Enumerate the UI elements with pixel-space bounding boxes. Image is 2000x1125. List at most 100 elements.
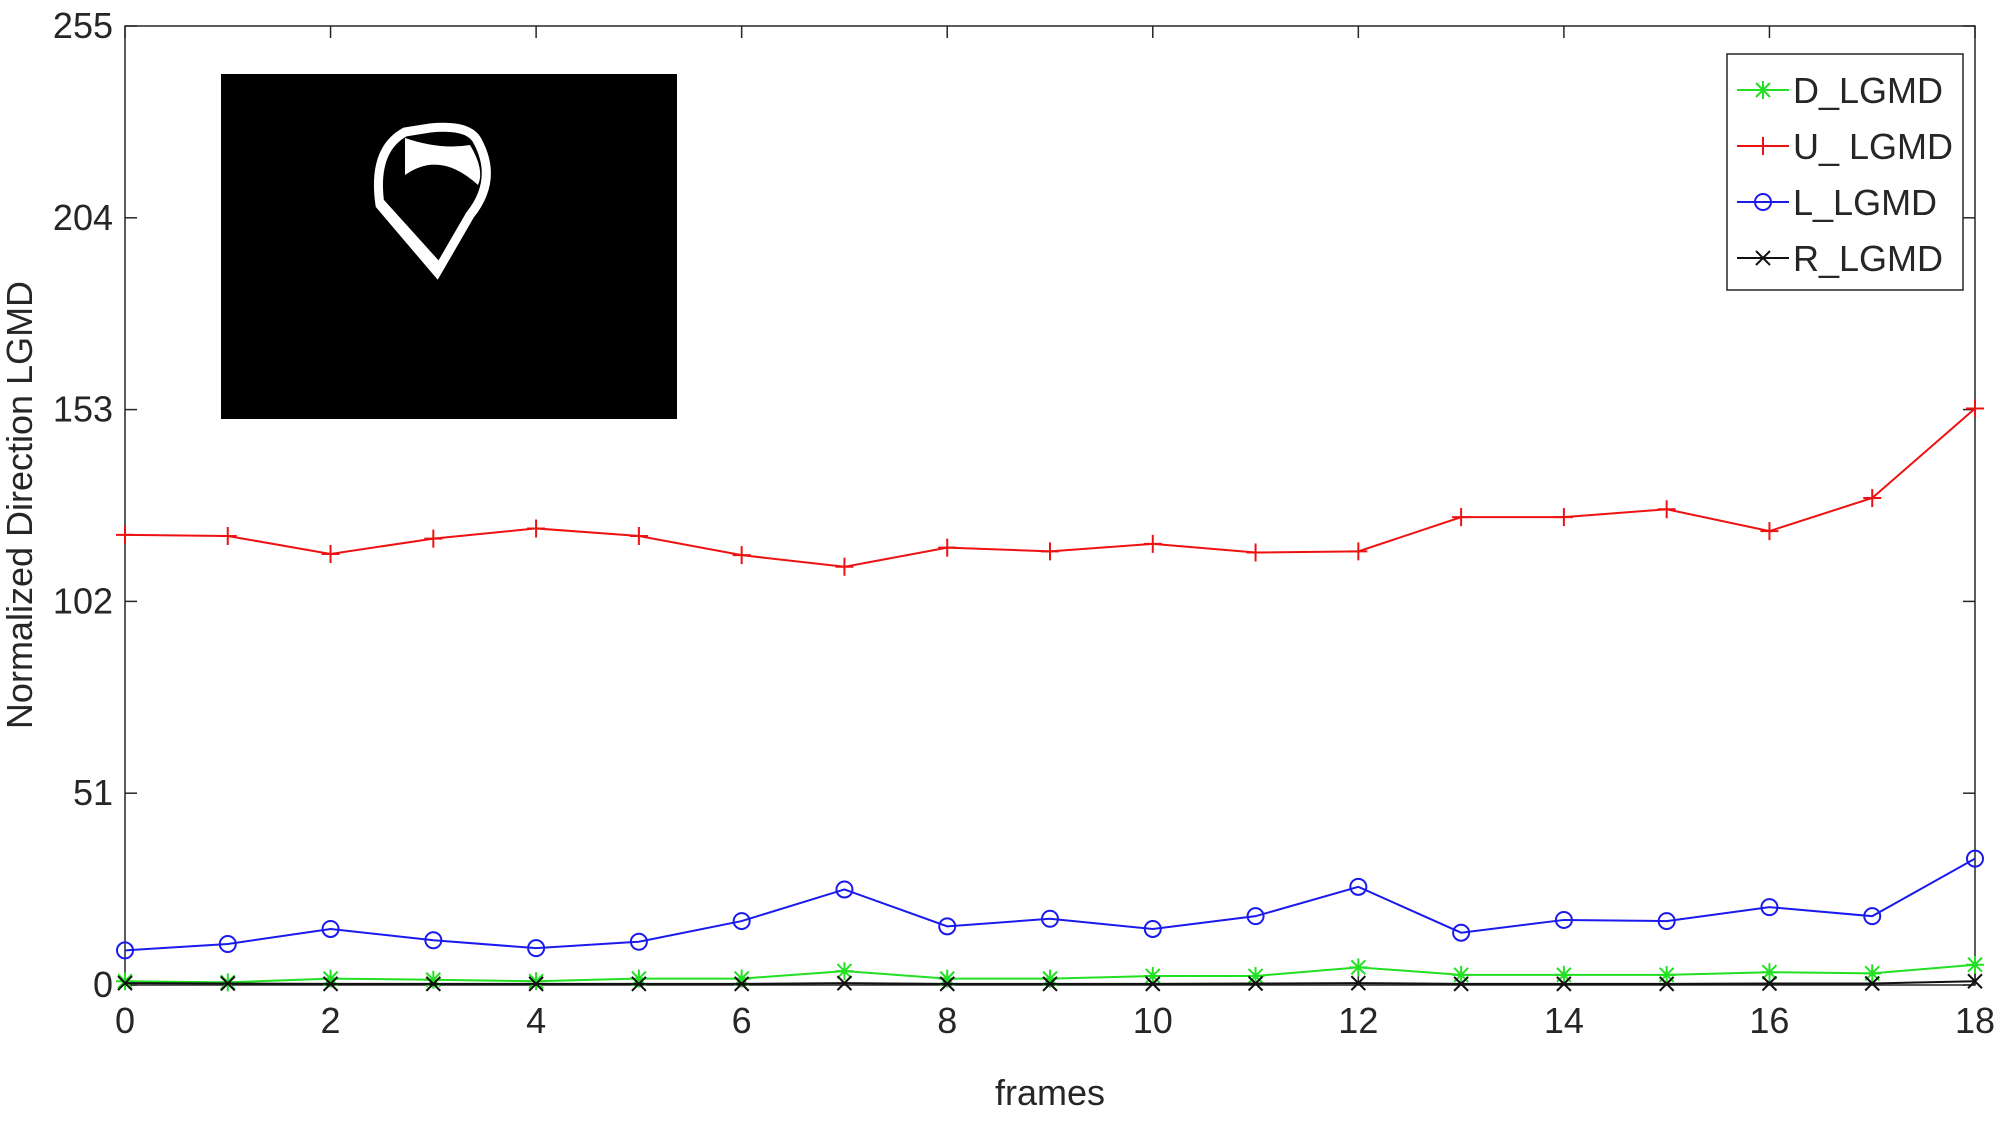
data-point: [1246, 907, 1265, 926]
data-point: [1554, 910, 1573, 929]
data-point: [1349, 542, 1368, 561]
data-point: [1143, 919, 1162, 938]
data-point: [733, 976, 750, 992]
y-tick-label: 102: [53, 580, 113, 621]
data-point: [1657, 500, 1676, 519]
data-point: [1761, 975, 1778, 992]
legend-label: L_LGMD: [1793, 182, 1937, 223]
data-point: [1042, 976, 1058, 992]
data-point: [835, 557, 854, 576]
series-line: [124, 857, 1976, 952]
data-point: [1041, 909, 1059, 928]
data-point: [1967, 973, 1983, 989]
x-tick-label: 12: [1338, 1000, 1378, 1041]
data-point: [629, 526, 648, 545]
data-point: [1556, 976, 1572, 992]
data-point: [629, 969, 648, 988]
data-point: [1453, 976, 1469, 992]
x-tick-label: 2: [321, 1000, 341, 1041]
data-point: [835, 880, 854, 899]
data-point: [1349, 958, 1368, 977]
data-point: [1657, 912, 1676, 931]
legend-marker: [1754, 193, 1772, 211]
data-point: [732, 546, 751, 565]
data-point: [1863, 907, 1882, 926]
data-point: [220, 975, 236, 992]
data-point: [631, 976, 647, 992]
data-point: [1246, 966, 1265, 985]
legend-label: U_ LGMD: [1793, 126, 1953, 167]
data-point: [1657, 965, 1676, 984]
y-tick-label: 153: [53, 389, 113, 430]
data-point: [527, 972, 546, 991]
data-point: [116, 525, 134, 544]
x-tick-label: 16: [1749, 1000, 1789, 1041]
y-axis-label: Normalized Direction LGMD: [0, 281, 40, 729]
inset-shape: [405, 138, 481, 185]
x-tick-label: 8: [937, 1000, 957, 1041]
data-point: [1966, 849, 1984, 868]
y-tick-label: 51: [73, 772, 113, 813]
inset-image: [221, 74, 677, 419]
data-point: [938, 917, 957, 936]
data-point: [1349, 877, 1368, 896]
data-point: [1863, 964, 1882, 983]
data-point: [1247, 975, 1264, 992]
data-point: [938, 969, 957, 988]
data-point: [1554, 965, 1573, 984]
x-tick-label: 14: [1544, 1000, 1584, 1041]
data-point: [732, 969, 751, 988]
data-point: [1350, 975, 1367, 991]
data-point: [1041, 542, 1059, 561]
legend-marker: [1755, 250, 1771, 266]
data-point: [527, 519, 546, 538]
legend: D_LGMD U_ LGMD L_LGMD R_LGMD: [1726, 53, 1964, 291]
data-point: [732, 912, 751, 931]
data-point: [322, 976, 339, 992]
data-point: [321, 919, 340, 938]
data-point: [425, 976, 442, 992]
legend-label: D_LGMD: [1793, 70, 1943, 111]
y-tick-label: 255: [53, 5, 113, 46]
data-point: [321, 545, 340, 564]
data-point: [321, 969, 340, 988]
x-tick-label: 10: [1133, 1000, 1173, 1041]
data-point: [117, 975, 133, 991]
data-point: [218, 935, 237, 954]
data-point: [1658, 976, 1675, 992]
inset-shape: [376, 200, 440, 270]
x-tick-label: 0: [115, 1000, 135, 1041]
x-axis-label: frames: [995, 1072, 1105, 1113]
data-point: [1143, 966, 1162, 985]
data-point: [218, 526, 237, 545]
data-point: [528, 976, 544, 992]
data-point: [835, 962, 854, 981]
data-point: [1760, 522, 1779, 541]
data-point: [629, 932, 648, 951]
legend-marker: [1754, 81, 1772, 99]
data-point: [527, 939, 546, 958]
data-point: [424, 529, 443, 548]
x-tick-label: 6: [732, 1000, 752, 1041]
x-tick-label: 18: [1955, 1000, 1995, 1041]
data-point: [1760, 963, 1779, 982]
data-point: [1864, 975, 1880, 992]
data-point: [1966, 399, 1984, 418]
y-tick-label: 204: [53, 197, 113, 238]
y-tick-label: 0: [93, 964, 113, 1005]
data-point: [1041, 969, 1059, 988]
data-point: [1145, 976, 1161, 992]
data-point: [939, 976, 955, 992]
inset-shape: [373, 122, 491, 280]
data-point: [424, 931, 443, 950]
data-point: [1143, 534, 1162, 553]
data-point: [1760, 898, 1779, 917]
legend-marker: [1754, 137, 1772, 155]
data-point: [1452, 923, 1471, 942]
legend-label: R_LGMD: [1793, 238, 1943, 279]
data-point: [1554, 508, 1573, 527]
data-point: [1246, 543, 1265, 562]
data-point: [116, 972, 134, 991]
